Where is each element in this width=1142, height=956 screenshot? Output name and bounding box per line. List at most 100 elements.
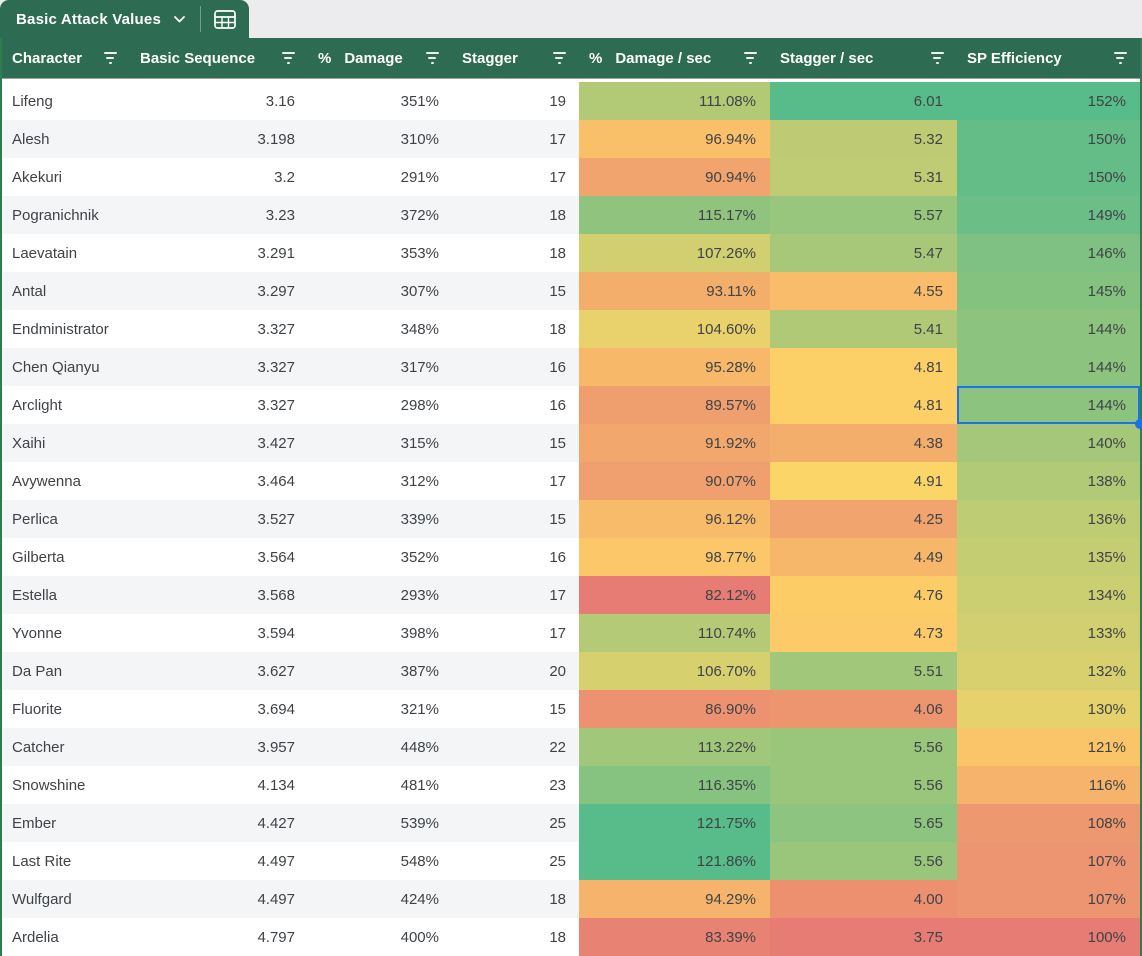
cell-damage-per-sec[interactable]: 82.12% [579, 576, 770, 614]
cell-basic-sequence[interactable]: 3.198 [257, 130, 295, 148]
cell-character[interactable]: Alesh [12, 130, 50, 148]
filter-icon[interactable] [551, 52, 567, 64]
cell-sp-efficiency[interactable]: 130% [957, 690, 1140, 728]
cell-basic-sequence[interactable]: 3.327 [257, 358, 295, 376]
cell-character[interactable]: Endministrator [12, 320, 109, 338]
cell-damage-per-sec[interactable]: 91.92% [579, 424, 770, 462]
cell-stagger[interactable]: 16 [549, 396, 566, 414]
cell-sp-efficiency[interactable]: 149% [957, 196, 1140, 234]
cell-basic-sequence[interactable]: 3.464 [257, 472, 295, 490]
cell-stagger-per-sec[interactable]: 5.47 [770, 234, 957, 272]
cell-damage-pct[interactable]: 310% [400, 130, 439, 148]
cell-stagger-per-sec[interactable]: 5.41 [770, 310, 957, 348]
filter-icon[interactable] [280, 52, 296, 64]
cell-basic-sequence[interactable]: 3.568 [257, 586, 295, 604]
cell-character[interactable]: Wulfgard [12, 890, 72, 908]
cell-basic-sequence[interactable]: 3.594 [257, 624, 295, 642]
cell-character[interactable]: Xaihi [12, 434, 46, 452]
cell-stagger[interactable]: 16 [549, 358, 566, 376]
filter-icon[interactable] [424, 52, 440, 64]
cell-sp-efficiency[interactable]: 135% [957, 538, 1140, 576]
cell-damage-per-sec[interactable]: 104.60% [579, 310, 770, 348]
chevron-down-icon[interactable] [173, 15, 186, 24]
cell-damage-pct[interactable]: 307% [400, 282, 439, 300]
cell-damage-pct[interactable]: 312% [400, 472, 439, 490]
cell-damage-pct[interactable]: 339% [400, 510, 439, 528]
cell-character[interactable]: Chen Qianyu [12, 358, 100, 376]
cell-damage-pct[interactable]: 352% [400, 548, 439, 566]
cell-stagger[interactable]: 17 [549, 168, 566, 186]
cell-basic-sequence[interactable]: 4.497 [257, 890, 295, 908]
column-header-sp-efficiency[interactable]: SP Efficiency [957, 38, 1140, 78]
cell-character[interactable]: Akekuri [12, 168, 63, 186]
cell-stagger[interactable]: 22 [549, 738, 566, 756]
cell-stagger[interactable]: 18 [549, 320, 566, 338]
cell-damage-per-sec[interactable]: 121.86% [579, 842, 770, 880]
cell-basic-sequence[interactable]: 3.291 [257, 244, 295, 262]
cell-damage-pct[interactable]: 400% [400, 928, 439, 946]
cell-damage-pct[interactable]: 387% [400, 662, 439, 680]
cell-stagger-per-sec[interactable]: 4.73 [770, 614, 957, 652]
cell-stagger-per-sec[interactable]: 4.38 [770, 424, 957, 462]
cell-stagger-per-sec[interactable]: 4.91 [770, 462, 957, 500]
cell-sp-efficiency[interactable]: 138% [957, 462, 1140, 500]
cell-stagger-per-sec[interactable]: 4.49 [770, 538, 957, 576]
cell-damage-pct[interactable]: 548% [400, 852, 439, 870]
cell-damage-pct[interactable]: 481% [400, 776, 439, 794]
cell-character[interactable]: Catcher [12, 738, 65, 756]
cell-stagger-per-sec[interactable]: 5.56 [770, 728, 957, 766]
cell-sp-efficiency[interactable]: 134% [957, 576, 1140, 614]
cell-damage-pct[interactable]: 539% [400, 814, 439, 832]
cell-character[interactable]: Lifeng [12, 92, 53, 110]
cell-damage-pct[interactable]: 298% [400, 396, 439, 414]
cell-damage-pct[interactable]: 348% [400, 320, 439, 338]
cell-damage-per-sec[interactable]: 106.70% [579, 652, 770, 690]
cell-basic-sequence[interactable]: 4.134 [257, 776, 295, 794]
cell-basic-sequence[interactable]: 3.23 [265, 206, 295, 224]
cell-stagger[interactable]: 15 [549, 434, 566, 452]
cell-damage-per-sec[interactable]: 89.57% [579, 386, 770, 424]
cell-damage-pct[interactable]: 448% [400, 738, 439, 756]
cell-character[interactable]: Pogranichnik [12, 206, 99, 224]
cell-sp-efficiency[interactable]: 152% [957, 82, 1140, 120]
cell-character[interactable]: Da Pan [12, 662, 63, 680]
cell-damage-pct[interactable]: 351% [400, 92, 439, 110]
cell-damage-per-sec[interactable]: 121.75% [579, 804, 770, 842]
cell-damage-per-sec[interactable]: 83.39% [579, 918, 770, 956]
cell-damage-per-sec[interactable]: 86.90% [579, 690, 770, 728]
cell-stagger[interactable]: 25 [549, 852, 566, 870]
column-header-stagger[interactable]: Stagger [452, 38, 579, 78]
cell-damage-pct[interactable]: 424% [400, 890, 439, 908]
cell-stagger[interactable]: 17 [549, 624, 566, 642]
cell-stagger-per-sec[interactable]: 6.01 [770, 82, 957, 120]
cell-sp-efficiency[interactable]: 108% [957, 804, 1140, 842]
cell-basic-sequence[interactable]: 3.527 [257, 510, 295, 528]
cell-stagger[interactable]: 17 [549, 472, 566, 490]
cell-stagger[interactable]: 17 [549, 586, 566, 604]
cell-character[interactable]: Fluorite [12, 700, 63, 718]
table-grid-icon[interactable] [201, 0, 249, 38]
cell-character[interactable]: Avywenna [12, 472, 81, 490]
cell-character[interactable]: Snowshine [12, 776, 86, 794]
cell-sp-efficiency[interactable]: 133% [957, 614, 1140, 652]
cell-stagger-per-sec[interactable]: 4.25 [770, 500, 957, 538]
cell-stagger[interactable]: 15 [549, 700, 566, 718]
cell-stagger[interactable]: 19 [549, 92, 566, 110]
cell-damage-per-sec[interactable]: 115.17% [579, 196, 770, 234]
cell-basic-sequence[interactable]: 4.497 [257, 852, 295, 870]
cell-damage-per-sec[interactable]: 98.77% [579, 538, 770, 576]
cell-damage-per-sec[interactable]: 107.26% [579, 234, 770, 272]
fill-handle[interactable] [1135, 419, 1142, 429]
cell-damage-pct[interactable]: 317% [400, 358, 439, 376]
cell-basic-sequence[interactable]: 3.627 [257, 662, 295, 680]
cell-sp-efficiency[interactable]: 146% [957, 234, 1140, 272]
cell-sp-efficiency[interactable]: 145% [957, 272, 1140, 310]
cell-sp-efficiency[interactable]: 132% [957, 652, 1140, 690]
cell-stagger-per-sec[interactable]: 4.76 [770, 576, 957, 614]
cell-damage-per-sec[interactable]: 96.12% [579, 500, 770, 538]
cell-basic-sequence[interactable]: 3.2 [274, 168, 295, 186]
filter-icon[interactable] [102, 52, 118, 64]
cell-damage-pct[interactable]: 353% [400, 244, 439, 262]
cell-stagger-per-sec[interactable]: 4.00 [770, 880, 957, 918]
cell-basic-sequence[interactable]: 3.694 [257, 700, 295, 718]
